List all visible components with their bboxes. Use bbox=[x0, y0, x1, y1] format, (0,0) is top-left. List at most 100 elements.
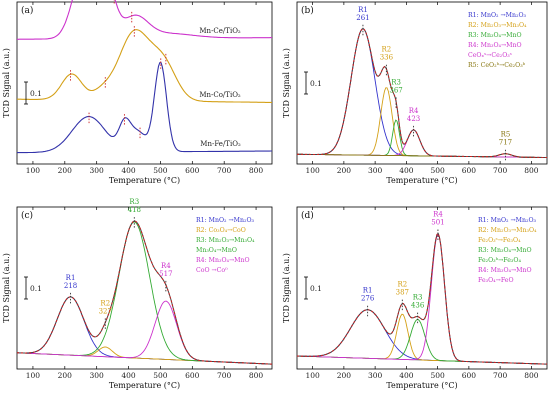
component-name: R1 bbox=[66, 274, 76, 282]
x-tick-label: 800 bbox=[524, 166, 539, 175]
component-temp: 218 bbox=[64, 282, 77, 290]
x-tick-label: 500 bbox=[430, 371, 445, 380]
x-tick-label: 300 bbox=[368, 166, 383, 175]
component-temp: 517 bbox=[159, 270, 172, 278]
scale-bar-label: 0.1 bbox=[310, 79, 322, 88]
x-tick-label: 200 bbox=[337, 166, 352, 175]
x-tick-label: 400 bbox=[121, 166, 136, 175]
component-temp: 336 bbox=[380, 54, 394, 62]
x-tick-label: 700 bbox=[493, 166, 508, 175]
component-temp: 501 bbox=[431, 218, 444, 226]
legend-entry: R4: Mn₃O₄→MnO bbox=[196, 257, 250, 264]
x-tick-label: 600 bbox=[185, 166, 200, 175]
component-name: R3 bbox=[413, 294, 423, 302]
component-name: R4 bbox=[161, 262, 171, 270]
trace-line bbox=[17, 0, 272, 40]
legend-entry: R5: CeO₂ᵇ→Ce₂O₃ᵇ bbox=[468, 62, 526, 69]
x-tick-label: 100 bbox=[26, 371, 41, 380]
fitted-envelope bbox=[17, 220, 272, 365]
plot-frame bbox=[296, 206, 548, 370]
component-temp: 717 bbox=[499, 139, 512, 147]
component-temp: 423 bbox=[407, 115, 420, 123]
legend-entry: R3: Mn₃O₄→MnO bbox=[478, 247, 532, 254]
x-tick-label: 400 bbox=[121, 371, 136, 380]
x-tick-label: 100 bbox=[26, 166, 41, 175]
component-name: R3 bbox=[391, 78, 401, 86]
component-name: R2 bbox=[382, 46, 392, 54]
component-curve bbox=[296, 313, 547, 365]
legend-entry: Fe₃O₄→FeO bbox=[478, 277, 514, 284]
component-curve bbox=[17, 296, 272, 365]
component-name: R1 bbox=[363, 287, 373, 295]
x-tick-label: 700 bbox=[217, 371, 232, 380]
x-axis-label: Temperature (°C) bbox=[386, 176, 457, 185]
trace-label: Mn-Ce/TiO₂ bbox=[199, 27, 241, 35]
component-name: R2 bbox=[100, 299, 110, 307]
component-temp: 276 bbox=[361, 295, 375, 303]
component-temp: 387 bbox=[396, 289, 409, 297]
x-tick-label: 600 bbox=[462, 166, 477, 175]
scale-bar-label: 0.1 bbox=[30, 89, 42, 98]
x-axis-label: Temperature (°C) bbox=[109, 176, 180, 185]
panel-c: 100 200 300 400 500 600 700 800 Temperature (°C)… bbox=[2, 198, 273, 390]
x-tick-label: 400 bbox=[399, 166, 414, 175]
x-tick-label: 400 bbox=[399, 371, 414, 380]
legend-entry: Fe₂O₃ˢ→Fe₃O₄ bbox=[478, 237, 521, 244]
trace-line bbox=[16, 62, 272, 154]
panel-label: (a) bbox=[21, 5, 33, 16]
x-tick-label: 500 bbox=[430, 166, 445, 175]
y-axis-label: TCD Signal (a.u.) bbox=[2, 253, 11, 323]
trace-line bbox=[17, 29, 272, 103]
x-tick-label: 500 bbox=[153, 166, 168, 175]
x-tick-label: 800 bbox=[249, 371, 264, 380]
legend-entry: R1: MnO₂ →Mn₂O₃ bbox=[478, 217, 537, 224]
panel-a: 100 200 300 400 500 600 700 800 Temperature (°C)… bbox=[2, 0, 273, 185]
component-temp: 367 bbox=[389, 86, 402, 94]
panel-d: 100 200 300 400 500 600 700 800 Temperature (°C)… bbox=[282, 206, 548, 390]
fitted-envelope bbox=[296, 232, 547, 365]
panel-b: 100 200 300 400 500 600 700 800 Temperature (°C)… bbox=[282, 1, 548, 185]
plot-frame bbox=[16, 1, 273, 165]
scale-bar-label: 0.1 bbox=[30, 284, 42, 293]
y-axis-label: TCD Signal (a.u.) bbox=[282, 253, 291, 323]
x-tick-label: 800 bbox=[249, 166, 264, 175]
legend-entry: R3: Mn₂O₃→Mn₃O₄ bbox=[196, 237, 255, 244]
x-tick-label: 100 bbox=[305, 371, 320, 380]
legend-entry: R4: Mn₃O₄→MnO bbox=[468, 42, 522, 49]
legend-entry: CoO →Co⁰ bbox=[196, 267, 228, 274]
x-tick-label: 800 bbox=[524, 371, 539, 380]
legend-entry: R3: Mn₃O₄→MnO bbox=[468, 32, 522, 39]
x-tick-label: 300 bbox=[90, 371, 105, 380]
component-name: R3 bbox=[129, 198, 139, 206]
legend-entry: R1: MnO₂ →Mn₂O₃ bbox=[468, 12, 527, 19]
x-axis-label: Temperature (°C) bbox=[386, 381, 457, 390]
component-temp: 418 bbox=[128, 206, 141, 214]
legend-entry: R2: Mn₂O₃→Mn₃O₄ bbox=[478, 227, 537, 234]
component-name: R4 bbox=[409, 107, 419, 115]
legend-entry: Fe₂O₃ᵇ→Fe₃O₄ bbox=[478, 257, 521, 264]
x-tick-label: 600 bbox=[185, 371, 200, 380]
component-curve bbox=[296, 309, 547, 365]
plot-frame bbox=[296, 1, 548, 165]
x-tick-label: 300 bbox=[368, 371, 383, 380]
component-curve bbox=[16, 300, 272, 365]
plot-frame bbox=[16, 206, 273, 370]
component-temp: 436 bbox=[411, 302, 425, 310]
legend-entry: R4: Mn₃O₄→MnO bbox=[478, 267, 532, 274]
y-axis-label: TCD Signal (a.u.) bbox=[282, 48, 291, 118]
component-temp: 261 bbox=[356, 14, 369, 22]
y-axis-label: TCD Signal (a.u.) bbox=[2, 48, 11, 118]
x-tick-label: 200 bbox=[58, 371, 73, 380]
trace-label: Mn-Fe/TiO₂ bbox=[200, 140, 241, 148]
x-tick-label: 500 bbox=[153, 371, 168, 380]
x-tick-label: 700 bbox=[493, 371, 508, 380]
legend-entry: Mn₃O₄→MnO bbox=[196, 247, 237, 254]
component-name: R2 bbox=[397, 281, 407, 289]
panel-label: (c) bbox=[21, 210, 33, 221]
x-tick-label: 300 bbox=[90, 166, 105, 175]
fitted-envelope bbox=[297, 28, 547, 159]
x-axis-label: Temperature (°C) bbox=[109, 381, 180, 390]
panel-label: (d) bbox=[301, 210, 314, 221]
